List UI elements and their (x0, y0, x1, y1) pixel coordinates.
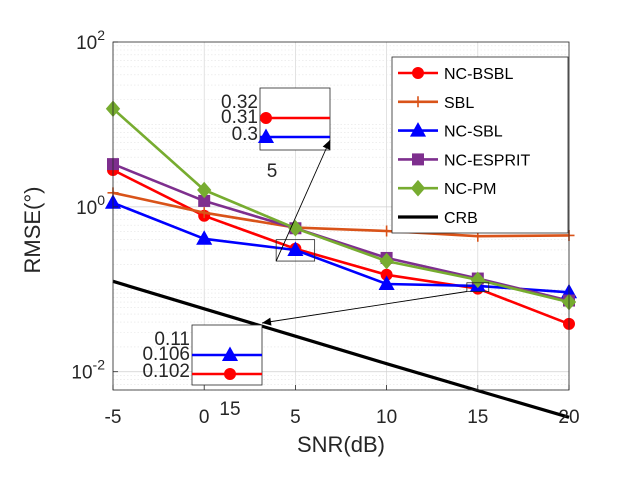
legend-label: CRB (444, 210, 478, 227)
data-point (196, 230, 213, 245)
series-line (112, 279, 570, 419)
x-tick-label: 15 (467, 407, 488, 428)
inset-y-label: 0.31 (221, 107, 258, 128)
legend-entry: NC-PM (398, 179, 496, 198)
legend-marker (412, 96, 424, 108)
inset-data-point (260, 112, 272, 124)
legend-entry: CRB (398, 210, 478, 227)
inset-arrow (275, 139, 331, 262)
series-line (112, 201, 570, 294)
legend-label: SBL (444, 95, 474, 112)
zoom-inset-1: 0.320.310.3 5 (221, 87, 331, 262)
inset-data-point (257, 128, 275, 143)
inset-data-point (221, 346, 239, 361)
legend-marker (410, 179, 426, 197)
data-point (287, 241, 304, 256)
x-axis-label: SNR(dB) (297, 432, 385, 457)
inset-x-label: 5 (267, 161, 278, 182)
inset-y-label: 0.102 (142, 361, 190, 382)
data-point (379, 252, 394, 270)
inset-y-label: 0.3 (232, 124, 258, 145)
x-tick-label: 5 (290, 407, 301, 428)
y-axis-ticks: 10-2 100 102 (71, 27, 118, 384)
x-tick-label: 10 (376, 407, 397, 428)
series-layer (104, 100, 578, 419)
legend-marker (409, 122, 427, 137)
legend-entry: NC-ESPRIT (398, 152, 530, 169)
y-axis-label: RMSE(°) (20, 186, 45, 273)
x-tick-label: 0 (199, 407, 210, 428)
legend-entry: SBL (398, 95, 474, 112)
legend-label: NC-BSBL (444, 66, 513, 83)
legend-label: NC-SBL (444, 124, 503, 141)
inset-arrow-head (262, 317, 272, 326)
legend-marker (412, 67, 424, 79)
series-line (112, 162, 570, 302)
inset-arrow (261, 291, 467, 324)
inset-arrow-head (322, 140, 330, 150)
inset-data-point (224, 368, 236, 380)
legend-label: NC-ESPRIT (444, 152, 530, 169)
legend-marker (412, 153, 424, 166)
y-tick-label: 10-2 (71, 357, 105, 384)
y-tick-label: 102 (76, 27, 105, 54)
legend-entry: NC-SBL (398, 122, 503, 141)
series-crb (112, 279, 570, 419)
y-tick-label: 100 (76, 192, 105, 219)
x-axis-ticks: -5 0 5 10 15 20 (105, 385, 580, 428)
data-point (470, 271, 485, 289)
inset-y-label: 0.106 (142, 344, 190, 365)
legend-box (391, 56, 569, 234)
series-nc-pm (105, 100, 577, 311)
x-tick-label: 20 (558, 407, 579, 428)
data-point (378, 275, 395, 290)
zoom-region-snr15 (466, 282, 490, 292)
legend: NC-BSBL SBL NC-SBL NC-ESPRIT NC-PM CRB (391, 56, 569, 234)
x-tick-label: -5 (105, 407, 122, 428)
data-point (198, 207, 210, 219)
plot-frame (112, 41, 570, 391)
zoom-regions (275, 239, 490, 292)
data-point (381, 225, 393, 237)
legend-entry: NC-BSBL (398, 66, 513, 83)
legend-label: NC-PM (444, 181, 496, 198)
inset-y-label: 0.11 (154, 329, 190, 350)
series-line (112, 191, 570, 238)
data-point (197, 181, 212, 199)
inset-x-label: 15 (219, 399, 240, 420)
series-line (112, 107, 570, 304)
zoom-region-snr5 (275, 239, 316, 262)
inset-y-label: 0.32 (221, 92, 258, 113)
